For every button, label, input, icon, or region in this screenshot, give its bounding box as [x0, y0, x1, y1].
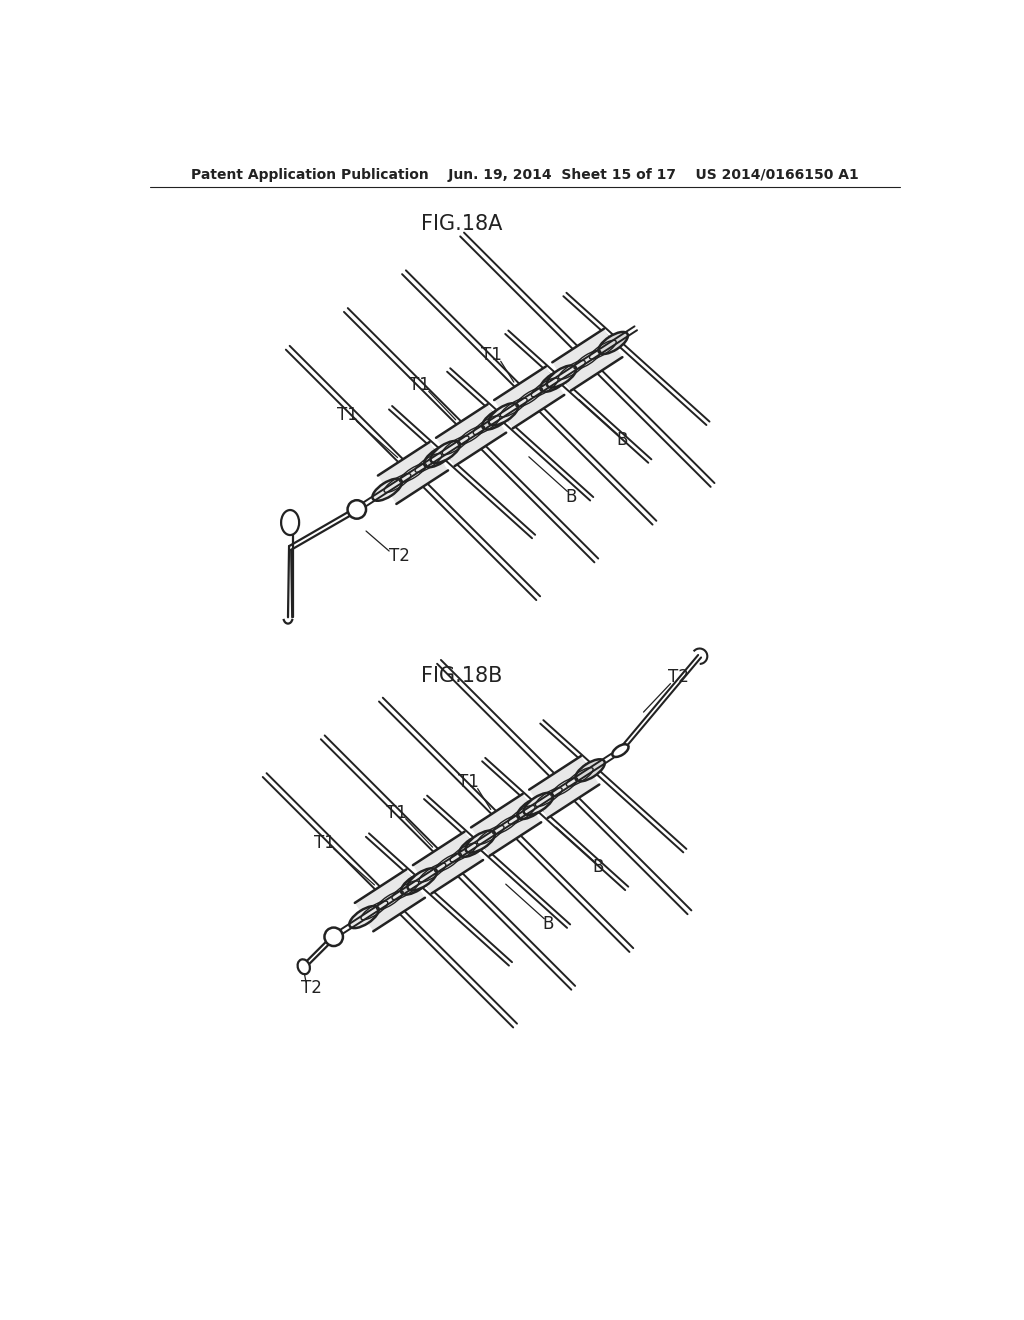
Text: FIG.18A: FIG.18A: [421, 214, 503, 234]
Ellipse shape: [373, 479, 401, 500]
Circle shape: [347, 500, 366, 519]
Text: T1: T1: [409, 376, 430, 395]
Text: T2: T2: [668, 668, 688, 686]
Text: T1: T1: [337, 407, 358, 424]
Circle shape: [325, 928, 343, 946]
Text: T1: T1: [386, 804, 407, 821]
Text: T1: T1: [314, 833, 335, 851]
Text: T1: T1: [481, 346, 502, 364]
Ellipse shape: [298, 960, 310, 974]
Text: T2: T2: [389, 546, 410, 565]
Text: B: B: [565, 488, 577, 506]
Ellipse shape: [424, 445, 454, 467]
Text: B: B: [593, 858, 604, 876]
Ellipse shape: [401, 873, 430, 895]
Ellipse shape: [408, 869, 437, 891]
Ellipse shape: [541, 370, 569, 392]
Text: Patent Application Publication    Jun. 19, 2014  Sheet 15 of 17    US 2014/01661: Patent Application Publication Jun. 19, …: [190, 169, 859, 182]
Polygon shape: [529, 756, 599, 818]
Text: B: B: [543, 915, 554, 933]
Text: T2: T2: [301, 979, 322, 998]
Ellipse shape: [523, 793, 553, 814]
Ellipse shape: [598, 331, 628, 354]
Text: B: B: [615, 430, 628, 449]
Ellipse shape: [482, 408, 512, 429]
Polygon shape: [436, 404, 506, 466]
Ellipse shape: [488, 403, 518, 425]
Text: FIG.18B: FIG.18B: [421, 665, 503, 686]
Text: T1: T1: [458, 774, 479, 792]
Polygon shape: [355, 870, 425, 932]
Polygon shape: [495, 367, 564, 429]
Ellipse shape: [575, 759, 605, 781]
Ellipse shape: [517, 797, 547, 820]
Polygon shape: [552, 329, 623, 391]
Polygon shape: [378, 442, 449, 504]
Ellipse shape: [430, 441, 460, 463]
Ellipse shape: [466, 830, 495, 853]
Ellipse shape: [547, 366, 577, 388]
Polygon shape: [413, 832, 483, 894]
Ellipse shape: [459, 834, 488, 857]
Polygon shape: [471, 793, 541, 855]
Ellipse shape: [282, 510, 299, 535]
Ellipse shape: [349, 906, 379, 928]
Ellipse shape: [612, 744, 629, 756]
